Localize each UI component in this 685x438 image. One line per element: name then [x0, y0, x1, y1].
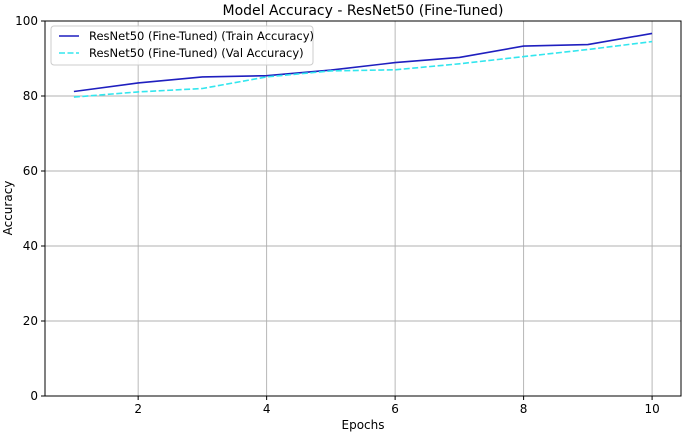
y-tick-label: 0 — [30, 389, 38, 403]
x-tick-label: 4 — [263, 402, 271, 416]
series-line-val-accuracy — [73, 40, 653, 98]
chart-title: Model Accuracy - ResNet50 (Fine-Tuned) — [223, 3, 504, 19]
x-tick-label: 8 — [520, 402, 528, 416]
legend-label: ResNet50 (Fine-Tuned) (Val Accuracy) — [89, 46, 304, 60]
series-layer — [73, 32, 653, 98]
x-tick-label: 2 — [134, 402, 142, 416]
x-axis-label: Epochs — [342, 418, 385, 432]
y-tick-label: 100 — [15, 14, 38, 28]
y-tick-label: 60 — [23, 164, 38, 178]
y-tick-label: 80 — [23, 89, 38, 103]
legend-label: ResNet50 (Fine-Tuned) (Train Accuracy) — [89, 29, 314, 43]
legend: ResNet50 (Fine-Tuned) (Train Accuracy) Re… — [50, 25, 314, 66]
legend-box — [50, 25, 314, 66]
plot-frame — [44, 20, 682, 397]
x-tick-label: 10 — [644, 402, 659, 416]
grid — [45, 20, 681, 397]
y-tick-label: 20 — [23, 314, 38, 328]
x-tick-label: 6 — [391, 402, 399, 416]
series-line-train-accuracy — [73, 32, 653, 93]
y-tick-label: 40 — [23, 239, 38, 253]
y-axis-label: Accuracy — [1, 181, 15, 236]
